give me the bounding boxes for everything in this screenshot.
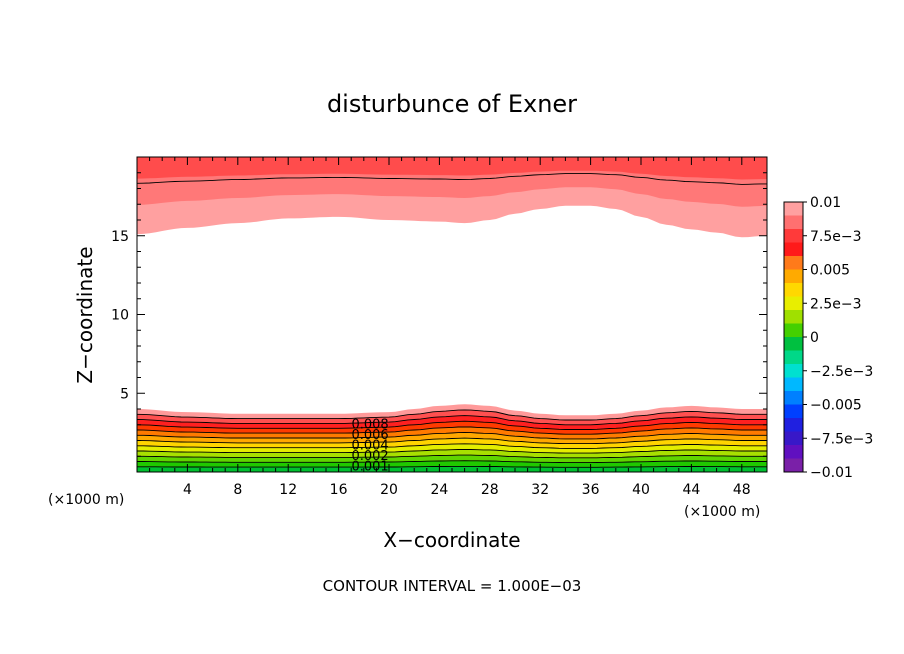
x-tick-label-48: 48 xyxy=(733,482,751,498)
x-axis-label: X−coordinate xyxy=(383,528,520,552)
colorbar-swatch-17 xyxy=(784,431,803,446)
bottom-contour-line-4 xyxy=(137,448,767,454)
contour-label-2: 0.004 xyxy=(351,439,388,454)
bottom-contour-line-1 xyxy=(137,465,767,468)
bottom-contour-line-9 xyxy=(136,420,767,430)
x-axis-ticks: 4 8 12 16 20 24 28 32 36 40 44 48 xyxy=(149,157,755,498)
colorbar-swatch-10 xyxy=(784,337,803,351)
colorbar-swatch-2 xyxy=(784,229,803,243)
colorbar-label-3: 2.5e−3 xyxy=(810,296,862,312)
colorbar-swatch-16 xyxy=(784,418,803,432)
top-band-fill-2 xyxy=(137,157,767,180)
x-tick-label-8: 8 xyxy=(233,482,242,498)
colorbar-swatch-8 xyxy=(784,310,803,324)
y-tick-label-15: 15 xyxy=(111,229,129,245)
colorbar-swatch-5 xyxy=(784,269,803,284)
colorbar: 0.01 7.5e−3 0.005 2.5e−3 0 −2.5e−3 −0.005 −7.5e… xyxy=(783,195,873,481)
bottom-contour-line-2 xyxy=(137,460,767,464)
colorbar-label-5: −2.5e−3 xyxy=(810,364,873,380)
colorbar-swatch-14 xyxy=(784,391,803,405)
contour-label-0: 0.008 xyxy=(351,418,388,433)
colorbar-swatch-13 xyxy=(784,377,803,392)
colorbar-label-1: 7.5e−3 xyxy=(810,229,862,245)
colorbar-swatch-0 xyxy=(784,202,803,216)
x-tick-label-32: 32 xyxy=(531,482,549,498)
colorbar-swatch-3 xyxy=(784,242,803,257)
x-tick-label-12: 12 xyxy=(279,482,297,498)
contour-lines xyxy=(136,173,767,468)
y-axis-ticks: 5 10 15 xyxy=(111,172,767,457)
colorbar-label-6: −0.005 xyxy=(810,398,862,414)
x-tick-label-40: 40 xyxy=(632,482,650,498)
bottom-contour-line-6 xyxy=(136,437,767,445)
contour-label-4: 0.001 xyxy=(351,460,388,475)
colorbar-swatch-6 xyxy=(784,283,803,297)
bottom-contour-line-8 xyxy=(136,426,767,435)
colorbar-swatch-1 xyxy=(784,215,803,230)
colorbar-swatch-11 xyxy=(784,350,803,365)
bottom-contour-line-7 xyxy=(137,432,767,440)
x-tick-label-36: 36 xyxy=(582,482,600,498)
bottom-contour-line-3 xyxy=(137,454,767,459)
x-tick-label-16: 16 xyxy=(330,482,348,498)
colorbar-label-2: 0.005 xyxy=(810,263,850,279)
colorbar-label-8: −0.01 xyxy=(810,465,853,481)
chart-title: disturbunce of Exner xyxy=(327,90,577,118)
colorbar-swatch-4 xyxy=(784,256,803,270)
plot-area xyxy=(137,157,767,472)
colorbar-label-4: 0 xyxy=(810,330,819,346)
bottom-contour-line-5 xyxy=(137,443,767,449)
x-tick-label-4: 4 xyxy=(183,482,192,498)
colorbar-swatch-9 xyxy=(784,323,803,338)
bottom-contour-line-11 xyxy=(136,409,767,421)
contour-label-1: 0.006 xyxy=(351,428,388,443)
x-tick-label-20: 20 xyxy=(380,482,398,498)
colorbar-swatch-15 xyxy=(784,404,803,419)
x-tick-label-24: 24 xyxy=(430,482,448,498)
contour-interval-note: CONTOUR INTERVAL = 1.000E−03 xyxy=(323,577,582,595)
colorbar-swatch-12 xyxy=(784,364,803,378)
colorbar-swatch-19 xyxy=(784,458,803,473)
y-tick-label-10: 10 xyxy=(111,308,129,324)
x-units-right: (×1000 m) xyxy=(684,504,760,520)
y-axis-label: Z−coordinate xyxy=(73,246,97,383)
x-tick-label-28: 28 xyxy=(481,482,499,498)
colorbar-label-7: −7.5e−3 xyxy=(810,431,873,447)
y-tick-label-5: 5 xyxy=(120,386,129,402)
x-tick-label-44: 44 xyxy=(682,482,700,498)
x-units-left: (×1000 m) xyxy=(48,492,124,508)
top-contour-line xyxy=(136,173,767,185)
colorbar-swatch-18 xyxy=(784,445,803,459)
colorbar-label-0: 0.01 xyxy=(810,195,841,211)
contour-label-3: 0.002 xyxy=(351,449,388,464)
colorbar-swatch-7 xyxy=(784,296,803,311)
bottom-contour-line-10 xyxy=(136,415,767,426)
